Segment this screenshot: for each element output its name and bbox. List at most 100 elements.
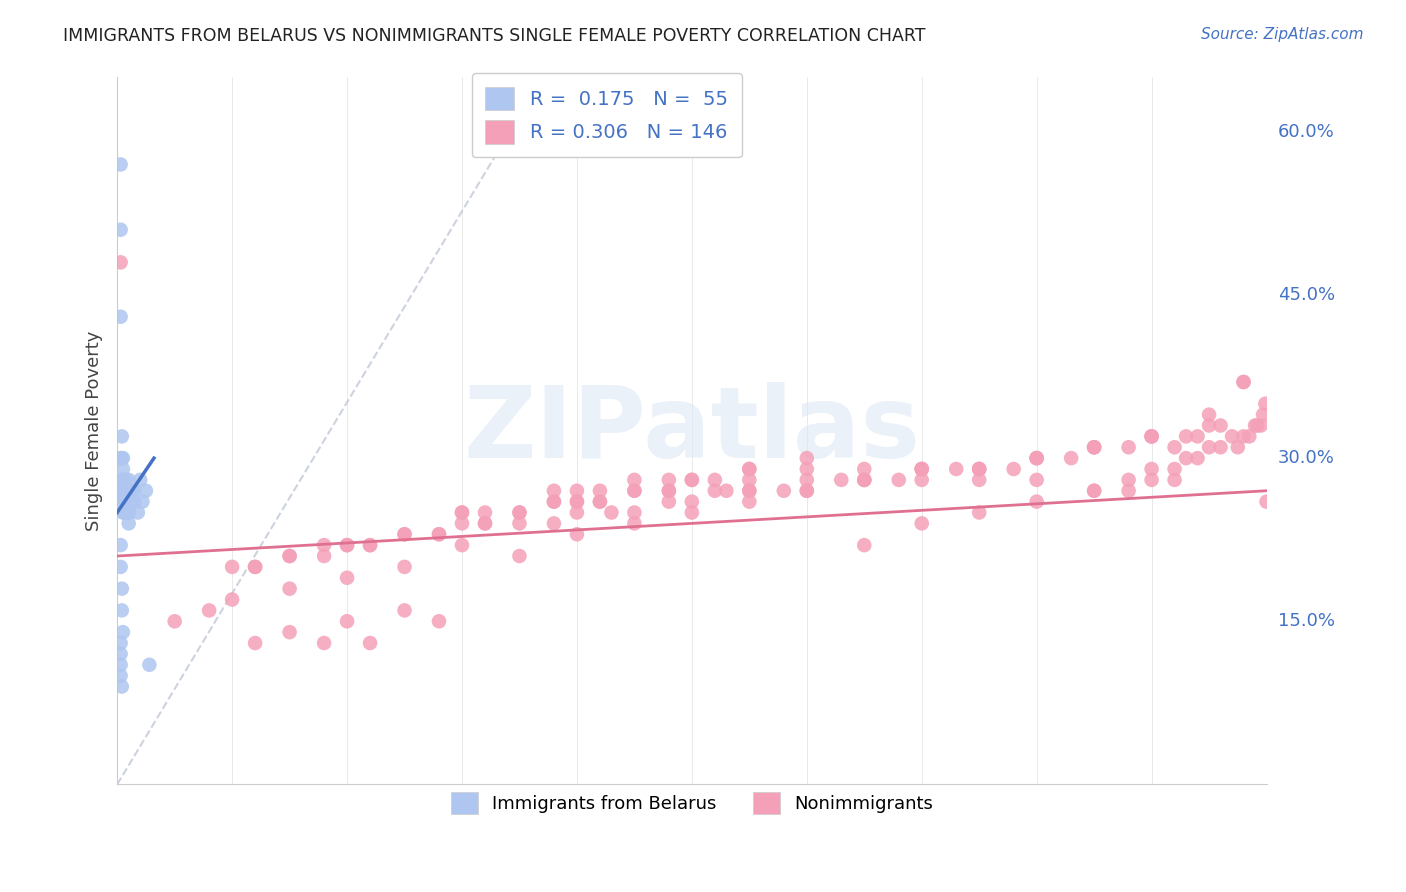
Point [122, 494, 145, 508]
Point [738, 483, 761, 498]
Point [543, 516, 565, 531]
Point [1187, 429, 1209, 443]
Point [623, 473, 645, 487]
Point [110, 223, 132, 237]
Point [623, 483, 645, 498]
Point [221, 592, 243, 607]
Point [111, 506, 134, 520]
Point [111, 494, 134, 508]
Point [124, 494, 146, 508]
Point [135, 483, 157, 498]
Point [221, 560, 243, 574]
Point [427, 527, 450, 541]
Point [110, 636, 132, 650]
Point [278, 549, 301, 563]
Point [853, 473, 876, 487]
Point [110, 538, 132, 552]
Point [796, 451, 818, 466]
Point [117, 483, 139, 498]
Point [589, 494, 612, 508]
Point [110, 560, 132, 574]
Point [115, 483, 138, 498]
Point [911, 462, 934, 476]
Point [118, 494, 141, 508]
Point [1140, 462, 1163, 476]
Point [111, 473, 134, 487]
Point [967, 462, 990, 476]
Point [111, 451, 134, 466]
Point [565, 494, 588, 508]
Text: IMMIGRANTS FROM BELARUS VS NONIMMIGRANTS SINGLE FEMALE POVERTY CORRELATION CHART: IMMIGRANTS FROM BELARUS VS NONIMMIGRANTS… [63, 27, 925, 45]
Point [658, 494, 681, 508]
Point [1083, 440, 1105, 454]
Point [1163, 462, 1185, 476]
Point [111, 483, 134, 498]
Point [1083, 483, 1105, 498]
Point [114, 506, 136, 520]
Point [1140, 429, 1163, 443]
Point [565, 527, 588, 541]
Point [589, 483, 612, 498]
Point [127, 506, 149, 520]
Point [658, 483, 681, 498]
Point [336, 538, 359, 552]
Point [967, 473, 990, 487]
Point [243, 560, 266, 574]
Point [278, 549, 301, 563]
Y-axis label: Single Female Poverty: Single Female Poverty [86, 331, 103, 531]
Point [198, 603, 221, 617]
Point [114, 494, 136, 508]
Point [451, 506, 474, 520]
Point [1246, 418, 1268, 433]
Point [508, 516, 530, 531]
Point [394, 527, 416, 541]
Point [359, 538, 381, 552]
Point [1209, 418, 1232, 433]
Point [945, 462, 967, 476]
Point [1163, 440, 1185, 454]
Point [853, 462, 876, 476]
Point [1140, 429, 1163, 443]
Point [115, 506, 138, 520]
Point [853, 473, 876, 487]
Point [738, 462, 761, 476]
Point [1118, 483, 1140, 498]
Point [129, 473, 152, 487]
Point [110, 157, 132, 171]
Text: 15.0%: 15.0% [1278, 612, 1334, 631]
Point [1175, 451, 1198, 466]
Point [111, 582, 134, 596]
Point [1220, 429, 1243, 443]
Point [1209, 440, 1232, 454]
Point [110, 647, 132, 661]
Point [796, 483, 818, 498]
Point [359, 538, 381, 552]
Legend: Immigrants from Belarus, Nonimmigrants: Immigrants from Belarus, Nonimmigrants [440, 781, 943, 825]
Point [120, 483, 142, 498]
Point [911, 462, 934, 476]
Point [1083, 483, 1105, 498]
Point [118, 516, 141, 531]
Point [565, 494, 588, 508]
Point [1140, 473, 1163, 487]
Point [830, 473, 852, 487]
Point [1025, 494, 1047, 508]
Point [623, 506, 645, 520]
Point [112, 506, 135, 520]
Point [131, 494, 153, 508]
Text: Source: ZipAtlas.com: Source: ZipAtlas.com [1201, 27, 1364, 42]
Point [1002, 462, 1025, 476]
Point [427, 614, 450, 628]
Point [243, 560, 266, 574]
Point [394, 527, 416, 541]
Point [911, 473, 934, 487]
Point [1226, 440, 1249, 454]
Point [543, 494, 565, 508]
Point [124, 483, 146, 498]
Point [111, 680, 134, 694]
Point [703, 473, 725, 487]
Point [112, 483, 135, 498]
Point [111, 473, 134, 487]
Point [796, 473, 818, 487]
Point [427, 527, 450, 541]
